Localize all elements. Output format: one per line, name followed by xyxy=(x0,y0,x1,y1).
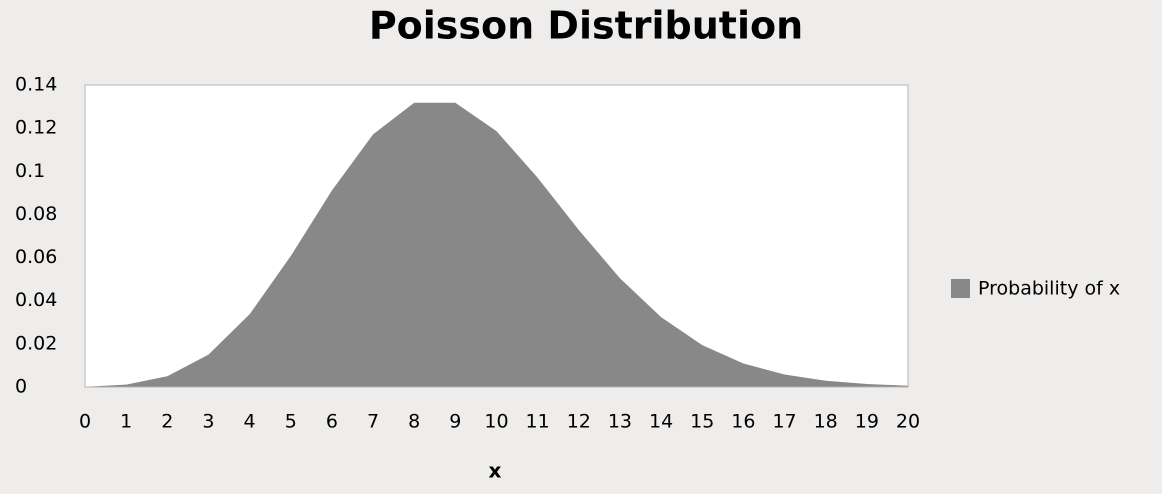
x-tick-label: 18 xyxy=(814,411,838,433)
x-tick-label: 6 xyxy=(326,411,338,433)
legend-swatch xyxy=(951,279,970,298)
x-tick-label: 7 xyxy=(367,411,379,433)
x-tick-label: 15 xyxy=(690,411,714,433)
y-tick-label: 0.14 xyxy=(15,74,57,96)
x-tick-label: 2 xyxy=(161,411,173,433)
x-tick-label: 19 xyxy=(855,411,879,433)
y-tick-label: 0.1 xyxy=(15,160,45,182)
x-tick-label: 12 xyxy=(567,411,591,433)
x-tick-label: 0 xyxy=(79,411,91,433)
x-tick-label: 20 xyxy=(896,411,920,433)
x-tick-label: 16 xyxy=(731,411,755,433)
x-tick-label: 14 xyxy=(649,411,673,433)
y-tick-label: 0.06 xyxy=(15,246,57,268)
x-tick-label: 9 xyxy=(449,411,461,433)
x-tick-label: 13 xyxy=(608,411,632,433)
x-tick-label: 17 xyxy=(772,411,796,433)
y-tick-label: 0.12 xyxy=(15,117,57,139)
y-tick-label: 0.04 xyxy=(15,289,57,311)
x-tick-label: 10 xyxy=(484,411,508,433)
x-tick-label: 3 xyxy=(202,411,214,433)
x-tick-label: 8 xyxy=(408,411,420,433)
x-tick-label: 1 xyxy=(120,411,132,433)
y-tick-label: 0 xyxy=(15,376,27,398)
x-tick-label: 4 xyxy=(244,411,256,433)
y-tick-label: 0.08 xyxy=(15,203,57,225)
legend-label: Probability of x xyxy=(978,278,1120,300)
area xyxy=(85,102,908,387)
x-tick-label: 5 xyxy=(285,411,297,433)
chart-title: Poisson Distribution xyxy=(369,4,803,48)
x-tick-label: 11 xyxy=(526,411,550,433)
y-tick-label: 0.02 xyxy=(15,332,57,354)
x-axis-label: x xyxy=(489,459,502,483)
